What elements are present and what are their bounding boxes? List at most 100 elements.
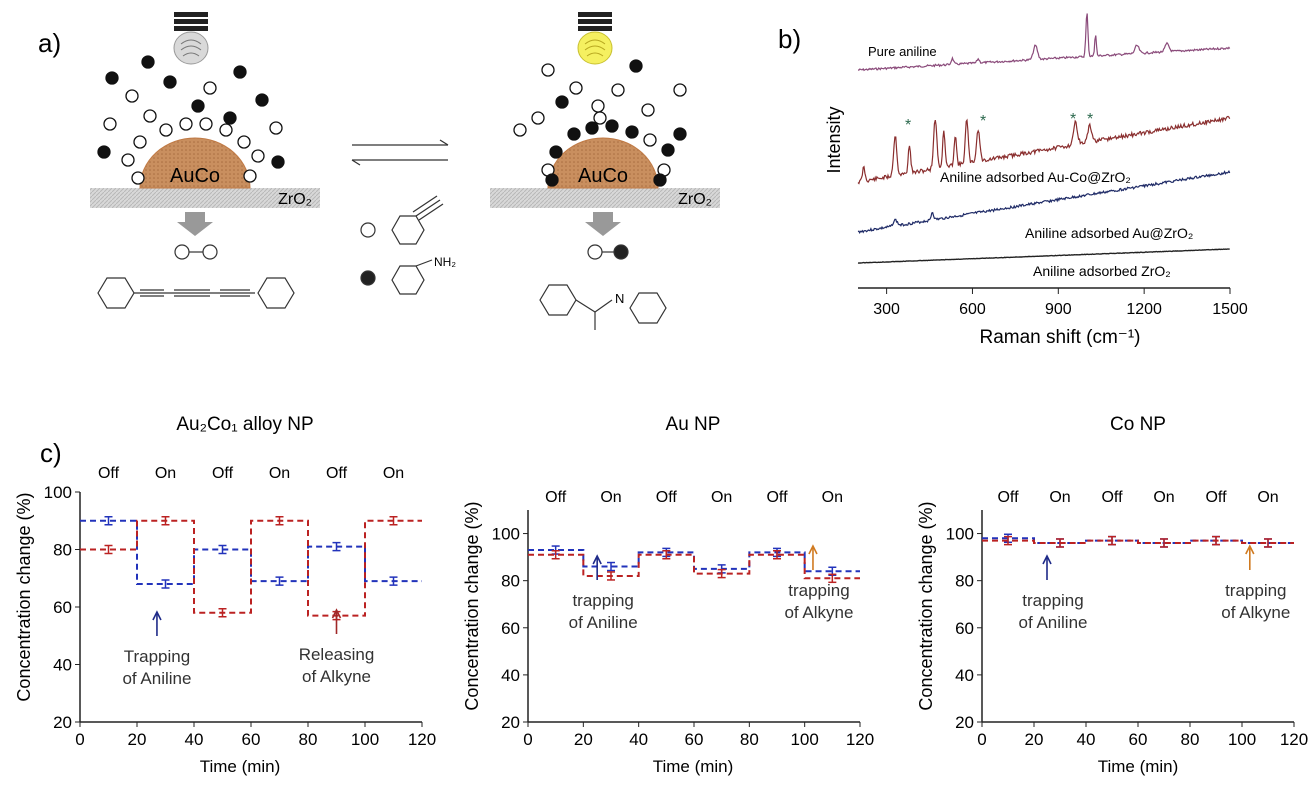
annotation-text: Releasing [299, 645, 375, 664]
raman-xlabel: Raman shift (cm⁻¹) [980, 327, 1141, 348]
molecule-dot [163, 75, 177, 89]
molecule-dot [97, 145, 111, 159]
x-tick-label: 20 [128, 730, 147, 749]
imine-n-label: N [615, 291, 624, 306]
series-line [80, 519, 422, 617]
annotation-text: trapping [788, 581, 849, 600]
chart-au2co1: Au₂Co₁ alloy NP0 20 40 60 80 100 1202040608010… [14, 414, 436, 776]
chart-title: Au NP [666, 414, 721, 435]
x-tick-label: 0 [977, 730, 986, 749]
y-tick-label: 20 [955, 713, 974, 732]
annotation-arrowhead [808, 544, 818, 555]
state-label: Off [997, 489, 1019, 506]
x-tick-label: 60 [685, 730, 704, 749]
molecule-dot [605, 119, 619, 133]
raman-ylabel: Intensity [824, 106, 844, 173]
x-tick-label: 60 [242, 730, 261, 749]
molecule-dot [531, 111, 545, 125]
state-label: Off [766, 489, 788, 506]
trace-pure-aniline [857, 13, 1231, 72]
molecule-dot [567, 127, 581, 141]
error-bar [1160, 538, 1168, 548]
error-bar [1212, 535, 1220, 546]
support-label-left: ZrO₂ [278, 191, 312, 208]
molecule-dot [191, 99, 205, 113]
molecule-dot [237, 135, 251, 149]
annotation-text: Trapping [124, 647, 190, 666]
x-tick-label: 120 [846, 730, 874, 749]
x-tick-label: 80 [299, 730, 318, 749]
molecule-dot [121, 153, 135, 167]
x-tick-label: 100 [790, 730, 818, 749]
state-label: On [1257, 489, 1278, 506]
raman-xticks: 300 600 900 1200 1500 [873, 288, 1248, 318]
y-tick-label: 100 [44, 483, 72, 502]
error-bar [1108, 535, 1116, 546]
state-label: On [822, 489, 843, 506]
peak-star-4: * [1087, 111, 1093, 128]
x-tick-label: 0 [523, 730, 532, 749]
lamp-on-icon [577, 12, 613, 65]
state-label: Off [98, 465, 120, 482]
error-bar [389, 516, 398, 526]
y-axis-label: Concentration change (%) [462, 501, 482, 710]
x-axis-label: Time (min) [653, 757, 734, 776]
trace-label-au: Aniline adsorbed Au@ZrO₂ [1025, 225, 1193, 241]
panel-a: a) AuCo ZrO₂ AuCo ZrO₂ [38, 12, 720, 330]
error-bar [389, 576, 398, 586]
state-label: Off [1205, 489, 1227, 506]
molecule-dot [643, 133, 657, 147]
raman-tick-label: 1500 [1212, 301, 1248, 318]
y-tick-label: 60 [53, 598, 72, 617]
lamp-off-icon [173, 12, 209, 65]
x-tick-label: 80 [740, 730, 759, 749]
molecule-dot [513, 123, 527, 137]
error-bar [828, 573, 837, 584]
molecule-dot [653, 173, 667, 187]
annotation-text: trapping [1225, 581, 1286, 600]
state-label: Off [326, 465, 348, 482]
annotation-text: of Alkyne [302, 667, 371, 686]
molecules-right [513, 59, 687, 187]
y-tick-label: 80 [501, 572, 520, 591]
x-tick-label: 20 [574, 730, 593, 749]
error-bar [161, 579, 170, 589]
molecule-dot [549, 145, 563, 159]
molecule-dot [243, 169, 257, 183]
molecule-dot [611, 83, 625, 97]
y-tick-label: 60 [955, 619, 974, 638]
trace-au-zro2 [857, 169, 1231, 235]
annotation-text: trapping [572, 591, 633, 610]
annotation-arrowhead [152, 610, 162, 621]
imine-product-icon [539, 244, 667, 330]
y-tick-label: 60 [501, 619, 520, 638]
y-tick-label: 40 [955, 666, 974, 685]
auco-particle-right [547, 137, 659, 189]
alkyne-legend-icon [360, 195, 444, 245]
aniline-legend-icon [360, 259, 433, 295]
molecule-dot [133, 135, 147, 149]
x-tick-label: 40 [1077, 730, 1096, 749]
error-bar [773, 550, 781, 560]
molecule-dot [141, 55, 155, 69]
peak-star-3: * [1070, 111, 1076, 128]
equilibrium-arrows-icon [351, 139, 449, 166]
state-label: On [711, 489, 732, 506]
x-axis-label: Time (min) [1098, 757, 1179, 776]
error-bar [218, 608, 227, 618]
state-label: Off [212, 465, 234, 482]
molecule-dot [125, 89, 139, 103]
error-bar [218, 544, 227, 555]
chart-title: Co NP [1110, 414, 1166, 435]
molecule-dot [103, 117, 117, 131]
molecule-dot [159, 123, 173, 137]
molecule-dot [541, 63, 555, 77]
x-tick-label: 20 [1025, 730, 1044, 749]
y-tick-label: 20 [501, 713, 520, 732]
error-bar [1264, 538, 1272, 548]
annotation-text: of Alkyne [784, 603, 853, 622]
support-label-right: ZrO₂ [678, 191, 712, 208]
x-tick-label: 60 [1129, 730, 1148, 749]
